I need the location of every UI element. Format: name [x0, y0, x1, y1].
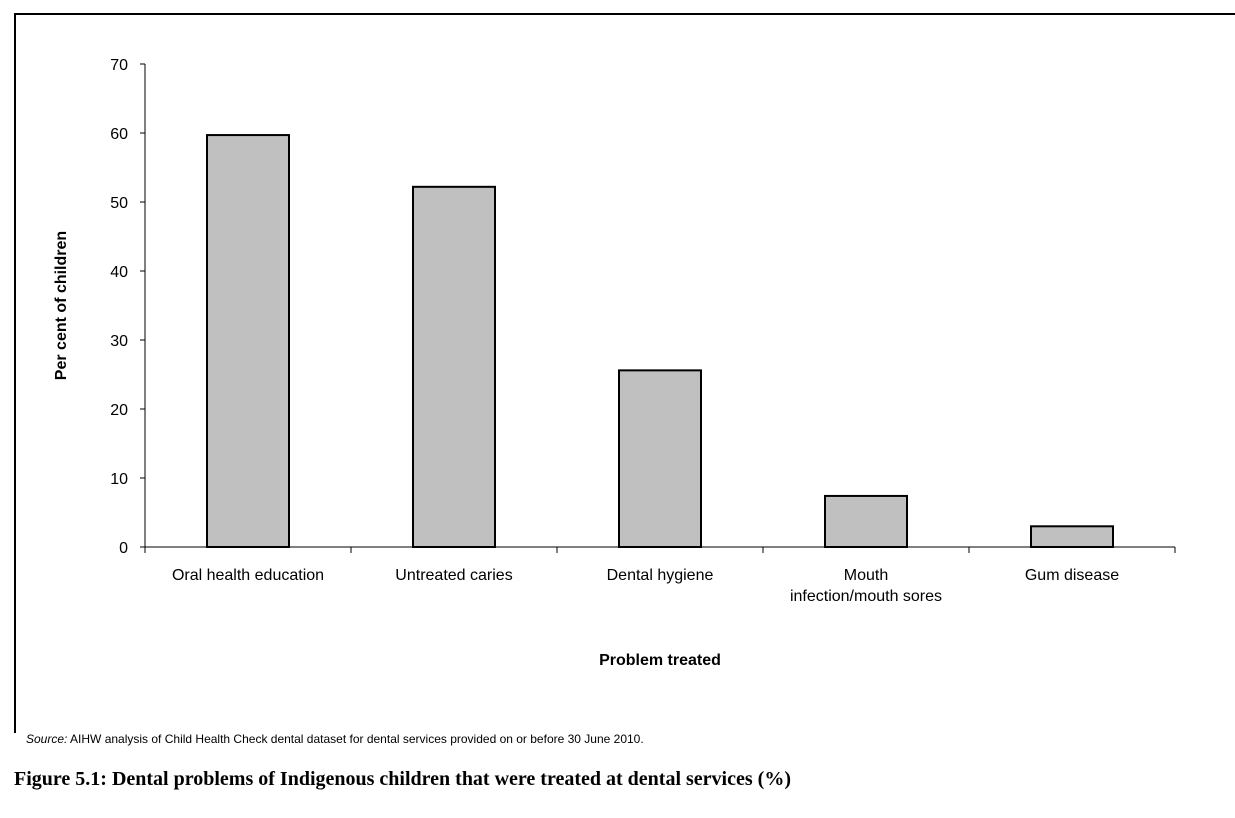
y-axis-title: Per cent of children	[53, 231, 70, 380]
bar-2	[618, 369, 702, 548]
source-label: Source:	[26, 732, 68, 746]
figure-caption: Figure 5.1: Dental problems of Indigenou…	[14, 768, 791, 790]
y-tick-label-3: 30	[110, 333, 128, 350]
x-tick-label-1: Untreated caries	[395, 567, 512, 584]
bar-chart: 0 10 20 30 40 50 60 70 Oral health education Untr…	[53, 57, 1176, 669]
x-tick-label-3: Mouth infection/mouth sores	[790, 567, 942, 605]
y-tick-label-6: 60	[110, 126, 128, 143]
x-tick-label-0: Oral health education	[172, 567, 324, 584]
y-tick-label-7: 70	[110, 57, 128, 74]
x-tick-label-2: Dental hygiene	[607, 567, 714, 584]
source-text: AIHW analysis of Child Health Check dent…	[67, 732, 644, 746]
source-note: Source: AIHW analysis of Child Health Ch…	[26, 732, 644, 746]
bar-1	[412, 185, 496, 548]
y-tick-label-5: 50	[110, 195, 128, 212]
x-tick-label-4: Gum disease	[1025, 567, 1119, 584]
y-tick-label-1: 10	[110, 471, 128, 488]
bar-4	[1030, 525, 1114, 548]
bar-0	[206, 134, 290, 548]
y-tick-label-4: 40	[110, 264, 128, 281]
chart-frame	[14, 13, 1235, 733]
y-tick-label-0: 0	[119, 540, 128, 557]
x-axis-title: Problem treated	[599, 652, 721, 669]
y-tick-label-2: 20	[110, 402, 128, 419]
bar-3	[824, 494, 908, 549]
